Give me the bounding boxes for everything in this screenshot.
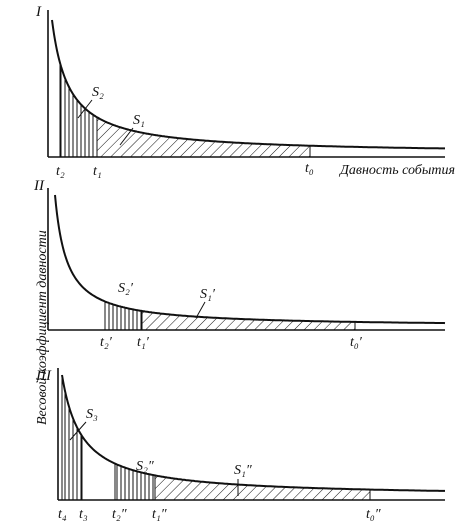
- leader: [69, 421, 87, 441]
- panel-numeral: III: [35, 368, 52, 384]
- curve: [54, 194, 446, 325]
- tick-label: t₂′: [100, 335, 113, 350]
- tick-label: t₂: [56, 164, 65, 179]
- leader: [77, 99, 93, 119]
- tick-label: t₃: [79, 507, 88, 522]
- tick-label: t₄: [58, 507, 67, 522]
- hatched-area: [97, 117, 310, 157]
- hatched-area: [142, 311, 355, 330]
- curve: [61, 374, 445, 492]
- tick-label: t₀: [305, 161, 314, 176]
- panel-numeral: II: [33, 178, 45, 194]
- tick-label: t₂″: [112, 507, 127, 522]
- panel-numeral: I: [35, 4, 42, 20]
- area-label: S₂″: [136, 459, 154, 474]
- curves: [47, 10, 446, 501]
- x-axis-label: Давность события: [338, 163, 455, 178]
- tick-label: t₁: [93, 164, 102, 179]
- area-label: S₂′: [118, 281, 134, 296]
- hatched-area: [60, 62, 97, 157]
- tick-label: t₀″: [366, 507, 381, 522]
- area-label: S₁′: [200, 287, 216, 302]
- y-axis-label: Весовой коэффициент давности: [35, 230, 50, 425]
- area-label: S₂: [92, 85, 104, 100]
- area-label: S₃: [86, 407, 98, 422]
- tick-label: t₀′: [350, 335, 363, 350]
- hatched-area: [155, 475, 370, 500]
- tick-label: t₁″: [152, 507, 167, 522]
- hatched-area: [115, 463, 155, 500]
- area-label: S₁″: [234, 463, 252, 478]
- hatched-area: [105, 301, 142, 330]
- curve: [51, 19, 445, 150]
- leader: [119, 127, 134, 146]
- leader: [195, 301, 206, 319]
- area-label: S₁: [133, 113, 145, 128]
- tick-label: t₁′: [137, 335, 150, 350]
